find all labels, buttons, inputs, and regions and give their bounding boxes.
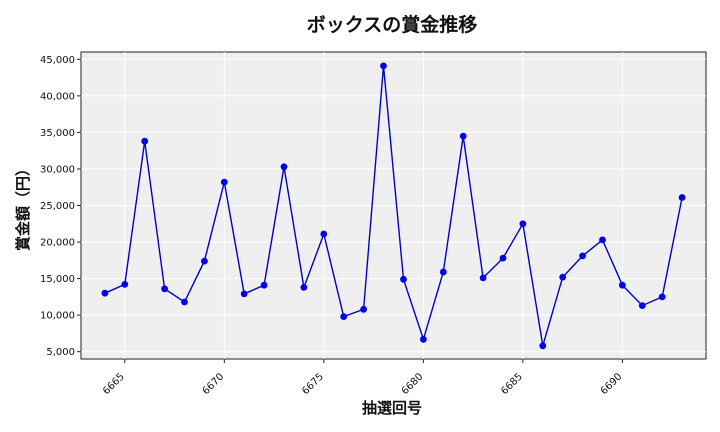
data-point bbox=[459, 132, 467, 140]
data-point bbox=[240, 290, 248, 298]
y-tick-label: 10,000 bbox=[40, 311, 75, 322]
data-point bbox=[101, 289, 109, 297]
data-point bbox=[121, 281, 129, 288]
data-point bbox=[320, 230, 328, 238]
x-tick-label: 6685 bbox=[499, 371, 525, 397]
x-axis-ticks: 6665 6670 6675 6680 6685 6690 bbox=[101, 359, 625, 397]
y-tick-label: 15,000 bbox=[40, 274, 75, 285]
x-tick-label: 6680 bbox=[400, 371, 426, 397]
series-prize bbox=[101, 62, 686, 350]
chart-title: ボックスの賞金推移 bbox=[307, 13, 477, 36]
data-point bbox=[181, 298, 188, 306]
y-tick-label: 45,000 bbox=[40, 55, 75, 66]
data-point bbox=[280, 163, 288, 171]
y-tick-label: 20,000 bbox=[40, 238, 75, 249]
data-point bbox=[658, 293, 666, 301]
y-tick-label: 25,000 bbox=[40, 201, 75, 212]
x-axis-label: 抽選回号 bbox=[362, 399, 422, 417]
data-point bbox=[220, 178, 228, 186]
data-point bbox=[579, 252, 586, 260]
data-point bbox=[201, 257, 208, 265]
y-tick-label: 35,000 bbox=[40, 128, 75, 139]
data-point bbox=[519, 220, 527, 228]
data-point bbox=[400, 275, 407, 283]
data-point bbox=[439, 268, 447, 276]
data-point bbox=[539, 342, 547, 350]
series-line bbox=[104, 65, 683, 346]
y-tick-label: 30,000 bbox=[40, 164, 75, 175]
data-point bbox=[619, 281, 626, 289]
data-point bbox=[559, 273, 567, 281]
data-point bbox=[638, 302, 646, 309]
x-tick-label: 6675 bbox=[300, 371, 326, 397]
data-point bbox=[678, 194, 686, 201]
x-tick-label: 6670 bbox=[201, 371, 227, 397]
data-point bbox=[599, 236, 606, 244]
x-tick-label: 6665 bbox=[101, 371, 127, 397]
data-point bbox=[141, 137, 149, 145]
data-point bbox=[260, 281, 268, 289]
y-axis-ticks: 5,000 10,000 15,000 20,000 25,000 30,000 35,00… bbox=[40, 55, 81, 358]
data-point bbox=[499, 254, 507, 262]
data-point bbox=[479, 274, 487, 282]
data-point bbox=[380, 62, 387, 70]
data-point bbox=[360, 305, 367, 313]
y-axis-label: 賞金額（円） bbox=[14, 161, 32, 251]
data-point bbox=[300, 284, 308, 291]
data-point bbox=[420, 335, 427, 343]
y-tick-label: 5,000 bbox=[46, 347, 75, 358]
data-point bbox=[340, 313, 348, 320]
x-tick-label: 6690 bbox=[599, 371, 625, 397]
y-tick-label: 40,000 bbox=[40, 91, 75, 102]
gridlines bbox=[81, 52, 706, 359]
data-point bbox=[161, 285, 169, 293]
